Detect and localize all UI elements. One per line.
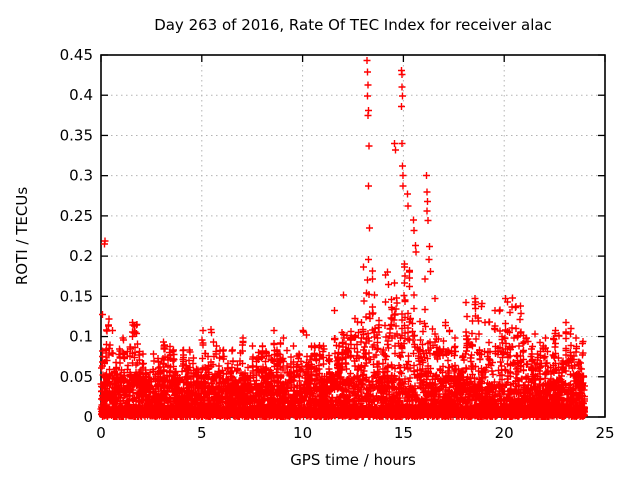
y-tick-label: 0 (83, 408, 93, 426)
plot-border (100, 54, 606, 418)
x-axis-label: GPS time / hours (290, 451, 416, 469)
y-tick-label: 0.25 (60, 207, 93, 225)
y-tick-label: 0.45 (60, 46, 93, 64)
y-tick-label: 0.4 (69, 86, 93, 104)
x-tick-label: 15 (394, 424, 413, 442)
x-tick-label: 0 (96, 424, 106, 442)
x-tick-label: 5 (197, 424, 207, 442)
y-tick-label: 0.1 (69, 328, 93, 346)
x-tick-label: 20 (495, 424, 514, 442)
y-tick-label: 0.35 (60, 126, 93, 144)
y-tick-label: 0.05 (60, 368, 93, 386)
x-tick-label: 10 (293, 424, 312, 442)
scatter-points (97, 57, 588, 420)
x-tick-label: 25 (595, 424, 614, 442)
y-tick-label: 0.3 (69, 167, 93, 185)
y-tick-label: 0.15 (60, 287, 93, 305)
y-tick-label: 0.2 (69, 247, 93, 265)
chart-title: Day 263 of 2016, Rate Of TEC Index for r… (154, 16, 552, 34)
